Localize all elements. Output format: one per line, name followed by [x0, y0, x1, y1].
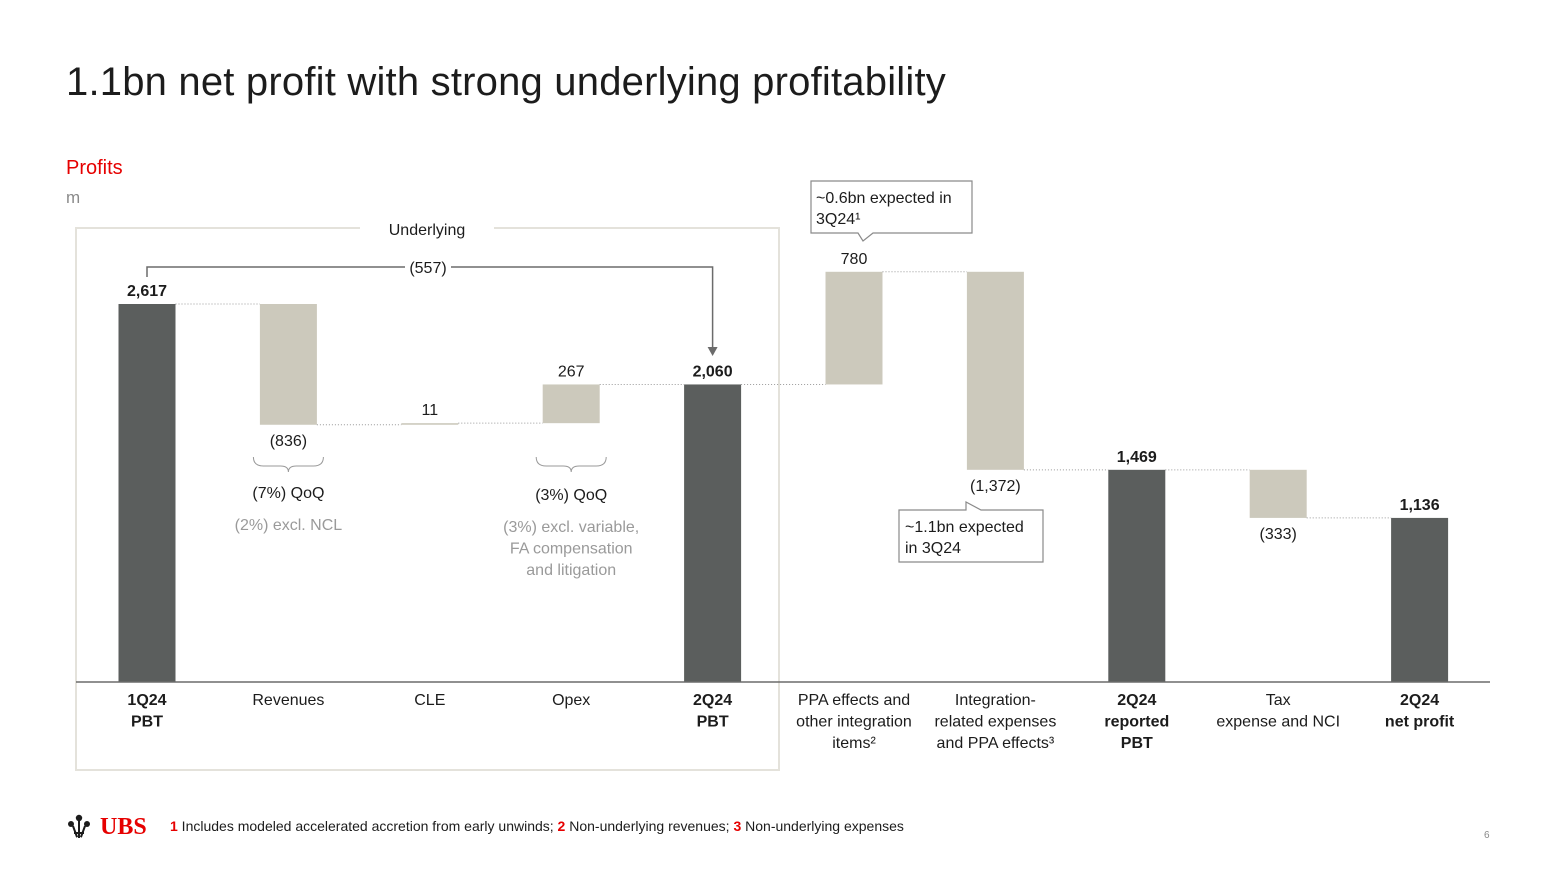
ppa-callout-line-0: ~0.6bn expected in: [816, 190, 952, 207]
chart-subtitle: Profits: [66, 157, 123, 179]
category-label-7-0: 2Q24: [1117, 692, 1156, 709]
underlying-label: Underlying: [389, 222, 465, 239]
page-number: 6: [1484, 830, 1490, 841]
bar-4: [684, 384, 742, 682]
chart-unit: m: [66, 188, 81, 207]
value-label-8: (333): [1260, 526, 1297, 543]
category-label-3-0: Opex: [552, 692, 590, 709]
change-bracket-label: (557): [409, 260, 446, 277]
category-label-5-0: PPA effects and: [798, 692, 910, 709]
page-title: 1.1bn net profit with strong underlying …: [66, 60, 946, 104]
bar-3: [542, 384, 600, 424]
bar-7: [1108, 469, 1166, 682]
underlying-label-bg: [360, 216, 494, 240]
category-label-4-0: 2Q24: [693, 692, 732, 709]
change-bracket-arrowhead: [707, 347, 718, 356]
integration-callout-line-0: ~1.1bn expected: [905, 519, 1024, 536]
value-label-2: 11: [421, 402, 438, 419]
footnote-2-number: 2: [557, 818, 566, 834]
category-label-0-0: 1Q24: [127, 692, 166, 709]
footnotes: 1 Includes modeled accelerated accretion…: [170, 818, 904, 834]
ubs-logo: UBS: [64, 812, 147, 842]
opex-excl-line-0: (3%) excl. variable,: [503, 519, 639, 536]
ppa-callout-line-1: 3Q24¹: [816, 211, 860, 228]
category-label-6-1: related expenses: [934, 714, 1056, 731]
opex-excl-line-2: and litigation: [526, 562, 616, 579]
value-label-7: 1,469: [1117, 449, 1157, 466]
category-label-8-0: Tax: [1266, 692, 1291, 709]
value-label-6: (1,372): [970, 478, 1021, 495]
bar-1: [259, 304, 317, 425]
change-bracket-line: [146, 266, 714, 352]
value-label-0: 2,617: [127, 283, 167, 300]
integration-callout-box: [898, 501, 1044, 563]
footnote-3-text: Non-underlying expenses: [741, 818, 904, 834]
revenues-qoq: (7%) QoQ: [252, 485, 324, 502]
category-label-5-2: items²: [832, 735, 876, 752]
category-label-6-0: Integration-: [955, 692, 1036, 709]
footnote-3-number: 3: [733, 818, 742, 834]
bar-8: [1249, 469, 1307, 518]
footnote-2-text: Non-underlying revenues;: [565, 818, 734, 834]
value-label-9: 1,136: [1400, 497, 1440, 514]
category-label-6-2: and PPA effects³: [937, 735, 1055, 752]
category-label-0-1: PBT: [131, 714, 163, 731]
footnote-1-number: 1: [170, 818, 178, 834]
ubs-keys-icon: [68, 814, 90, 838]
bar-6: [966, 271, 1024, 470]
category-label-8-1: expense and NCI: [1216, 714, 1340, 731]
category-label-1-0: Revenues: [252, 692, 324, 709]
category-label-4-1: PBT: [697, 714, 729, 731]
category-label-7-2: PBT: [1121, 735, 1153, 752]
revenues-brace: [252, 456, 324, 473]
footnote-1-text: Includes modeled accelerated accretion f…: [177, 818, 558, 834]
ppa-callout-box: [810, 180, 973, 242]
value-label-1: (836): [270, 433, 307, 450]
ubs-wordmark: UBS: [100, 813, 147, 840]
category-label-9-1: net profit: [1385, 714, 1455, 731]
bar-5: [825, 271, 883, 385]
category-label-2-0: CLE: [414, 692, 445, 709]
bar-9: [1391, 517, 1449, 682]
opex-qoq: (3%) QoQ: [535, 487, 607, 504]
value-label-3: 267: [558, 363, 585, 380]
underlying-box: [75, 227, 780, 771]
opex-brace: [535, 456, 607, 473]
value-label-5: 780: [841, 251, 868, 268]
opex-excl-line-1: FA compensation: [510, 541, 633, 558]
category-label-7-1: reported: [1104, 714, 1169, 731]
bar-0: [118, 304, 176, 682]
integration-callout-line-1: in 3Q24: [905, 540, 961, 557]
category-label-9-0: 2Q24: [1400, 692, 1439, 709]
revenues-excl-ncl: (2%) excl. NCL: [235, 517, 343, 534]
category-label-5-1: other integration: [796, 714, 912, 731]
bar-2: [401, 423, 459, 425]
value-label-4: 2,060: [693, 363, 733, 380]
